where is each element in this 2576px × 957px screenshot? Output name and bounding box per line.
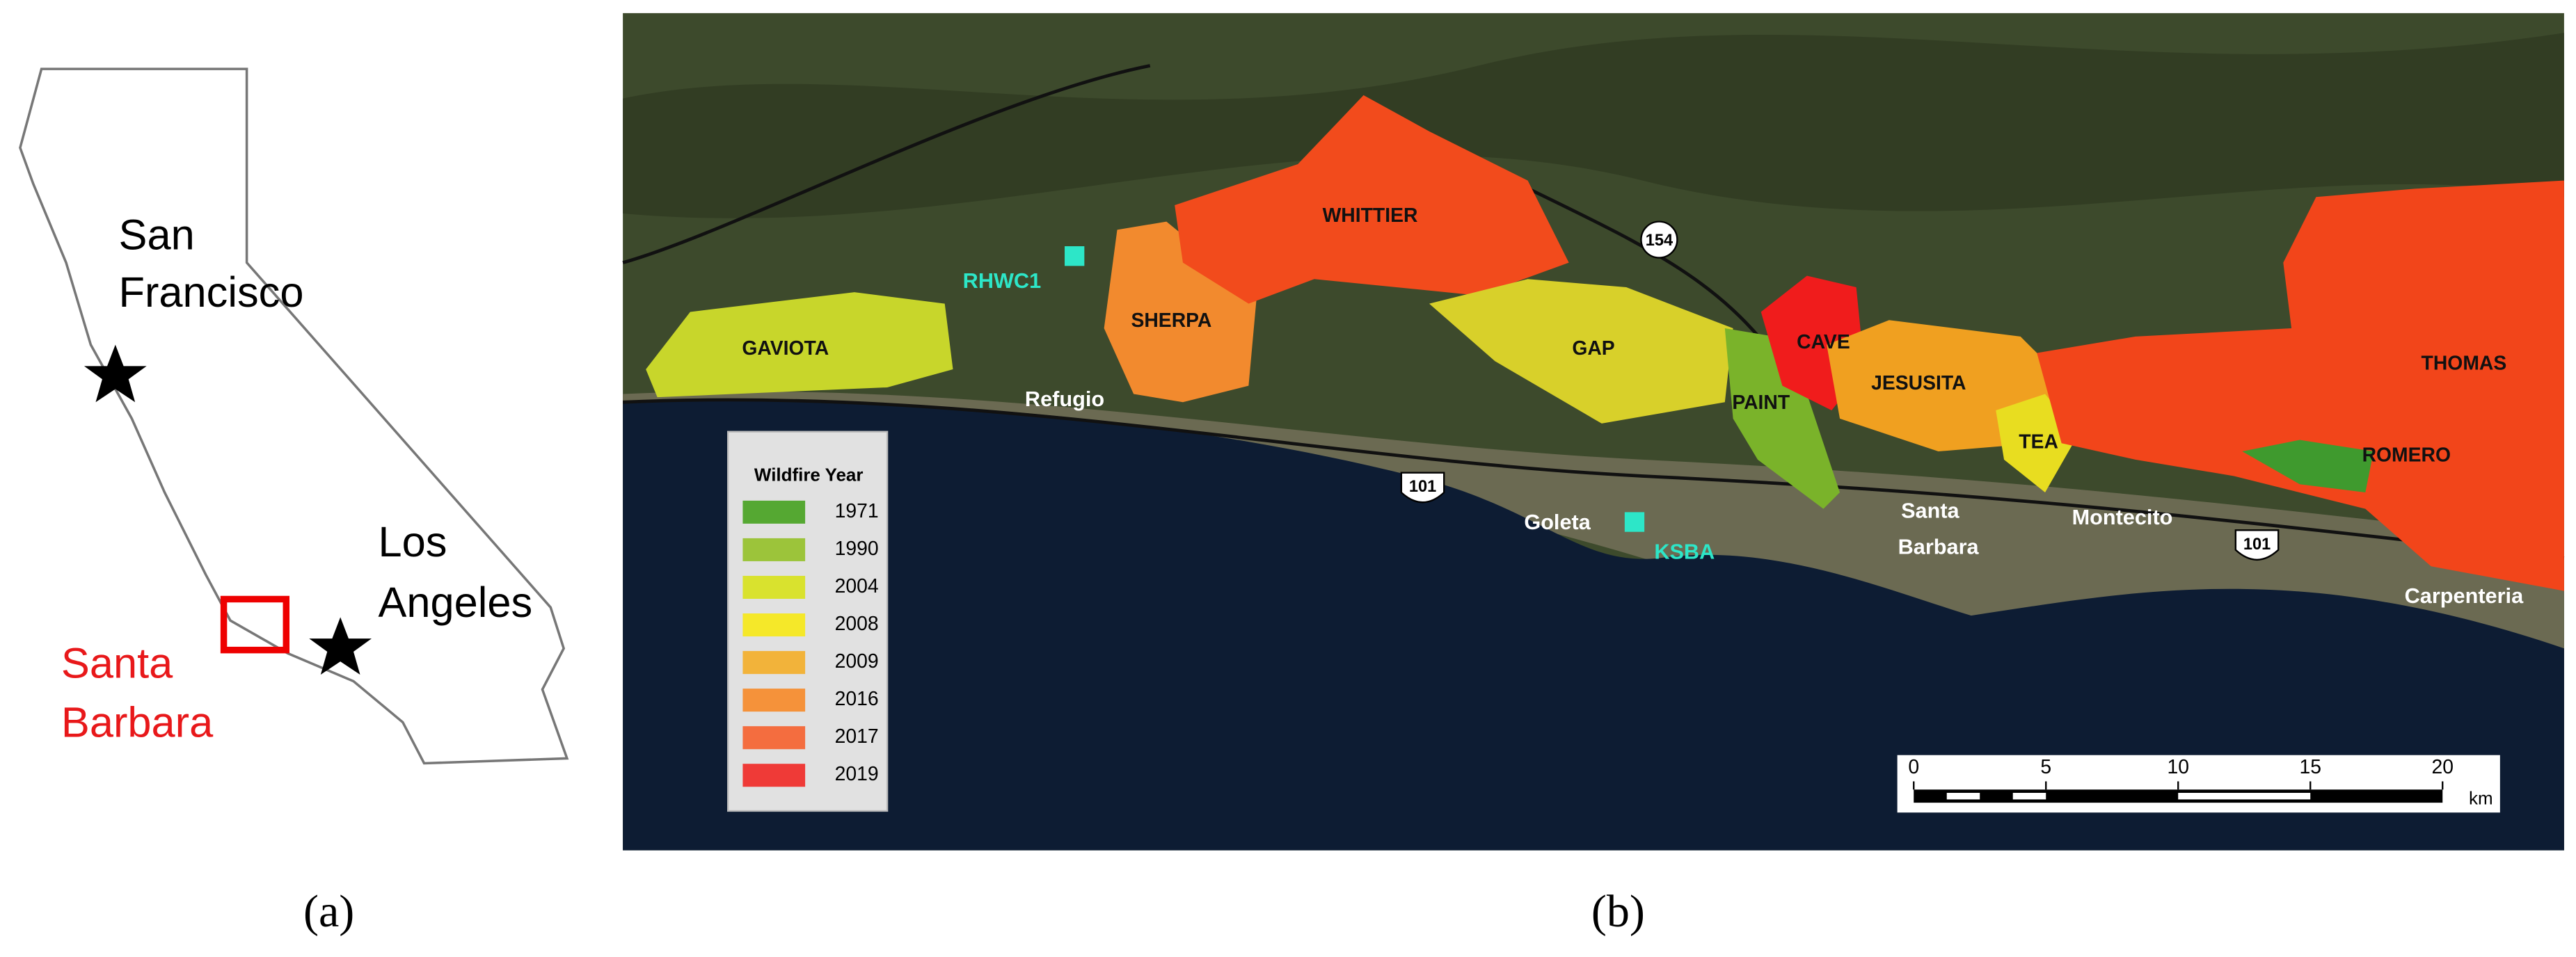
- station-marker: [1065, 246, 1085, 266]
- legend-label: 2019: [835, 763, 879, 785]
- legend-swatch: [742, 500, 806, 524]
- fire-label: WHITTIER: [1323, 204, 1418, 227]
- scale-segment: [1946, 792, 1980, 800]
- legend-label: 2017: [835, 725, 879, 748]
- scale-tick-label: 10: [2167, 756, 2189, 778]
- coastal-plain: [623, 391, 2564, 657]
- place-label: Refugio: [1025, 387, 1104, 411]
- legend-swatch: [742, 538, 806, 561]
- legend-label: 2004: [835, 575, 879, 597]
- fire-label: GAP: [1572, 337, 1614, 360]
- fire-label: THOMAS: [2422, 352, 2507, 374]
- highway-label: 101: [1409, 478, 1436, 496]
- fire-label: PAINT: [1732, 392, 1790, 414]
- ridges: [623, 33, 2564, 218]
- fire-area: [1175, 95, 1569, 304]
- legend-swatch: [742, 689, 806, 712]
- highway-shield: [1400, 472, 1445, 504]
- highway-shield: [1640, 220, 1678, 259]
- city-label: Francisco: [119, 268, 304, 316]
- scale-segment: [2012, 792, 2046, 800]
- fire-area: [2037, 180, 2564, 591]
- legend-swatch: [742, 613, 806, 637]
- legend-swatch: [742, 575, 806, 600]
- scale-tick-label: 5: [2040, 756, 2051, 778]
- place-label: Montecito: [2072, 505, 2173, 529]
- legend-label: 1990: [835, 538, 879, 560]
- station-label: RHWC1: [963, 268, 1041, 293]
- ocean: [623, 400, 2564, 851]
- station-label: KSBA: [1654, 539, 1715, 563]
- station-marker: [1624, 512, 1645, 532]
- scale-tick-label: 15: [2299, 756, 2321, 778]
- fire-area: [1429, 279, 1733, 424]
- scale-tick-label: 0: [1908, 756, 1919, 778]
- region-label: Barbara: [61, 698, 214, 746]
- highway-label: 154: [1646, 232, 1673, 250]
- fire-label: TEA: [2019, 431, 2058, 453]
- scale-segment: [2178, 792, 2311, 800]
- scale-tick-label: 20: [2431, 756, 2454, 778]
- caption: (a): [303, 886, 354, 937]
- city-label: San: [119, 211, 195, 259]
- region-label: Santa: [61, 639, 173, 687]
- fire-label: CAVE: [1797, 331, 1850, 353]
- scale-box: [1897, 755, 2500, 813]
- fire-label: JESUSITA: [1871, 372, 1966, 394]
- legend-swatch: [742, 651, 806, 675]
- scale-unit: km: [2469, 787, 2493, 808]
- city-label: Los: [378, 518, 447, 566]
- place-label: Santa: [1901, 498, 1959, 522]
- place-label: Barbara: [1898, 534, 1980, 558]
- legend-label: 2009: [835, 650, 879, 673]
- fire-label: ROMERO: [2362, 444, 2451, 467]
- legend-swatch: [742, 764, 806, 787]
- highway-shield: [2234, 529, 2280, 561]
- fire-label: GAVIOTA: [742, 337, 829, 360]
- legend-swatch: [742, 726, 806, 750]
- legend-label: 2008: [835, 613, 879, 635]
- city-label: Angeles: [378, 579, 532, 627]
- legend-label: 2016: [835, 688, 879, 710]
- legend-label: 1971: [835, 500, 879, 522]
- fire-area: [1724, 328, 1840, 509]
- fire-area: [646, 292, 953, 398]
- california-outline: [19, 67, 569, 765]
- caption: (b): [1591, 886, 1645, 937]
- legend-title: Wildfire Year: [754, 464, 864, 485]
- scale-bar: 0 5 10 15 20: [1908, 756, 2454, 803]
- fire-area: [2242, 440, 2374, 493]
- fire-label: SHERPA: [1131, 309, 1211, 332]
- place-label: Carpenteria: [2405, 584, 2524, 608]
- place-label: Goleta: [1524, 510, 1591, 534]
- highway-label: 101: [2243, 536, 2271, 554]
- legend: 1971 1990 2004 2008 2009 2016 2017 2019: [742, 500, 879, 787]
- santa-barbara-box: [220, 595, 289, 654]
